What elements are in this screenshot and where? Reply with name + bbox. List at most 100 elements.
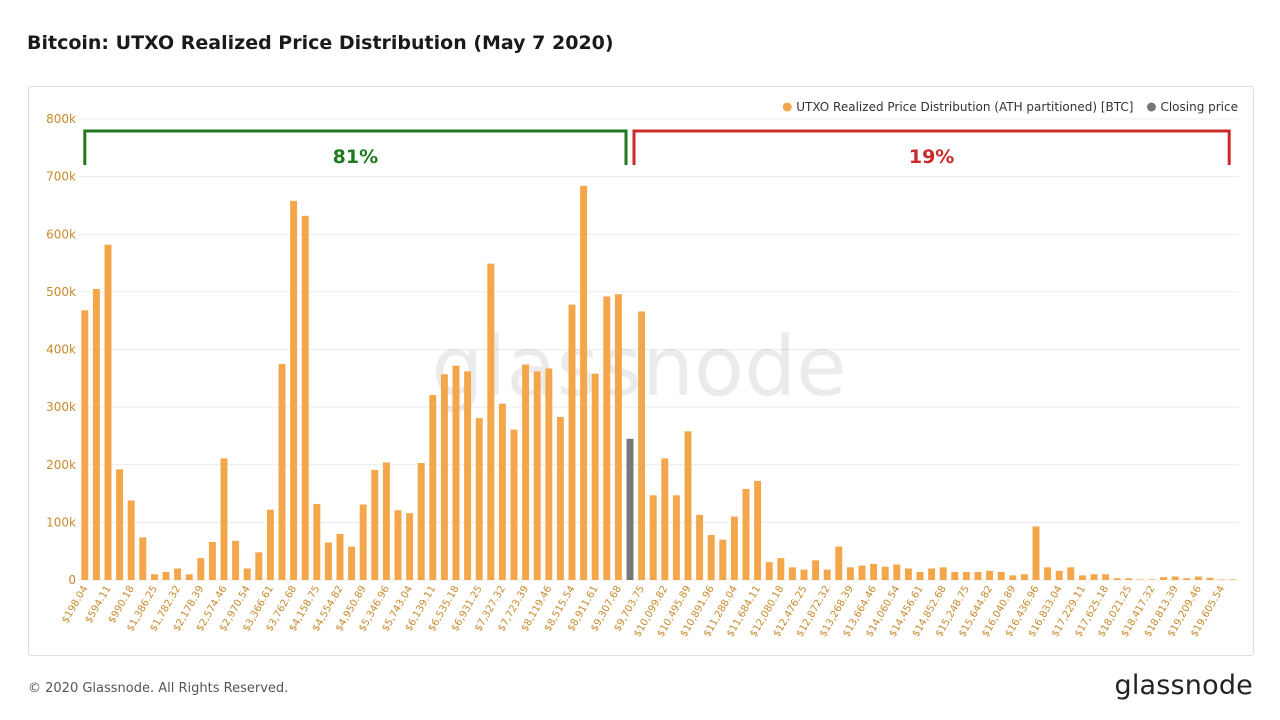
distribution-bar[interactable] bbox=[858, 565, 866, 580]
distribution-bar[interactable] bbox=[243, 568, 251, 580]
distribution-bar[interactable] bbox=[487, 263, 495, 580]
distribution-bar[interactable] bbox=[1136, 579, 1144, 580]
distribution-bar[interactable] bbox=[672, 495, 680, 580]
distribution-bar[interactable] bbox=[846, 567, 854, 580]
distribution-bar[interactable] bbox=[1125, 578, 1133, 580]
distribution-bar[interactable] bbox=[614, 294, 622, 580]
distribution-bar[interactable] bbox=[742, 488, 750, 580]
distribution-bar[interactable] bbox=[951, 571, 959, 580]
distribution-bar[interactable] bbox=[313, 503, 321, 580]
distribution-bar[interactable] bbox=[1229, 579, 1237, 580]
distribution-bar[interactable] bbox=[928, 568, 936, 580]
distribution-bar[interactable] bbox=[638, 311, 646, 580]
distribution-bar[interactable] bbox=[522, 364, 530, 580]
distribution-bar[interactable] bbox=[220, 458, 228, 580]
distribution-bar[interactable] bbox=[823, 569, 831, 580]
distribution-bar[interactable] bbox=[696, 514, 704, 580]
distribution-bar[interactable] bbox=[104, 244, 112, 580]
distribution-bar[interactable] bbox=[1067, 567, 1075, 580]
distribution-bar[interactable] bbox=[1206, 577, 1214, 580]
distribution-bar[interactable] bbox=[464, 371, 472, 580]
distribution-bar[interactable] bbox=[997, 571, 1005, 580]
distribution-bar[interactable] bbox=[904, 568, 912, 580]
distribution-bar[interactable] bbox=[684, 431, 692, 580]
distribution-bar[interactable] bbox=[197, 558, 205, 580]
distribution-bar[interactable] bbox=[603, 296, 611, 580]
distribution-bar[interactable] bbox=[208, 541, 216, 580]
distribution-bar[interactable] bbox=[916, 571, 924, 580]
distribution-bar[interactable] bbox=[301, 215, 309, 580]
distribution-bar[interactable] bbox=[336, 533, 344, 580]
distribution-bar[interactable] bbox=[1009, 575, 1017, 580]
distribution-bar[interactable] bbox=[278, 363, 286, 580]
distribution-bar[interactable] bbox=[174, 568, 182, 580]
distribution-bar[interactable] bbox=[1148, 579, 1156, 580]
distribution-bar[interactable] bbox=[324, 542, 332, 580]
distribution-bar[interactable] bbox=[545, 368, 553, 580]
distribution-bar[interactable] bbox=[649, 495, 657, 580]
glassnode-logo[interactable]: glassnode bbox=[1114, 670, 1253, 701]
distribution-bar[interactable] bbox=[1078, 575, 1086, 580]
distribution-bar[interactable] bbox=[1055, 570, 1063, 580]
distribution-bar[interactable] bbox=[417, 463, 425, 580]
distribution-bar[interactable] bbox=[580, 185, 588, 580]
distribution-bar[interactable] bbox=[765, 562, 773, 580]
distribution-bar[interactable] bbox=[1032, 526, 1040, 580]
distribution-bar[interactable] bbox=[139, 537, 147, 580]
distribution-bar[interactable] bbox=[116, 469, 124, 580]
distribution-bar[interactable] bbox=[754, 480, 762, 580]
distribution-bar[interactable] bbox=[974, 571, 982, 580]
distribution-bar[interactable] bbox=[1113, 578, 1121, 580]
distribution-bar[interactable] bbox=[498, 403, 506, 580]
distribution-bar[interactable] bbox=[382, 462, 390, 580]
distribution-bar[interactable] bbox=[475, 418, 483, 580]
distribution-bar[interactable] bbox=[150, 574, 158, 580]
distribution-bar[interactable] bbox=[394, 510, 402, 580]
distribution-bar[interactable] bbox=[1194, 576, 1202, 580]
distribution-bar[interactable] bbox=[266, 509, 274, 580]
distribution-bar[interactable] bbox=[1160, 577, 1168, 580]
distribution-bar[interactable] bbox=[452, 365, 460, 580]
distribution-bar[interactable] bbox=[893, 564, 901, 580]
distribution-bar[interactable] bbox=[162, 571, 170, 580]
distribution-bar[interactable] bbox=[440, 374, 448, 580]
distribution-bar[interactable] bbox=[870, 563, 878, 580]
legend-label-closing-price[interactable]: Closing price bbox=[1160, 100, 1238, 114]
distribution-bar[interactable] bbox=[348, 546, 356, 580]
distribution-bar[interactable] bbox=[1183, 578, 1191, 580]
distribution-bar[interactable] bbox=[185, 574, 193, 580]
distribution-bar[interactable] bbox=[127, 500, 135, 580]
distribution-bar[interactable] bbox=[290, 200, 298, 580]
distribution-bar[interactable] bbox=[1171, 576, 1179, 580]
distribution-bar[interactable] bbox=[510, 429, 518, 580]
distribution-bar[interactable] bbox=[371, 469, 379, 580]
closing-price-bar[interactable] bbox=[626, 438, 634, 580]
distribution-bar[interactable] bbox=[1020, 574, 1028, 580]
distribution-bar[interactable] bbox=[568, 304, 576, 580]
distribution-bar[interactable] bbox=[1102, 574, 1110, 580]
distribution-bar[interactable] bbox=[232, 540, 240, 580]
distribution-bar[interactable] bbox=[939, 567, 947, 580]
distribution-bar[interactable] bbox=[429, 395, 437, 580]
distribution-bar[interactable] bbox=[1218, 579, 1226, 580]
distribution-bar[interactable] bbox=[92, 288, 100, 580]
distribution-bar[interactable] bbox=[255, 552, 263, 580]
distribution-bar[interactable] bbox=[81, 310, 89, 580]
distribution-bar[interactable] bbox=[1090, 574, 1098, 580]
distribution-bar[interactable] bbox=[707, 535, 715, 580]
distribution-bar[interactable] bbox=[406, 513, 414, 580]
distribution-bar[interactable] bbox=[881, 566, 889, 580]
legend-label-utxo-distribution[interactable]: UTXO Realized Price Distribution (ATH pa… bbox=[796, 100, 1133, 114]
distribution-bar[interactable] bbox=[730, 516, 738, 580]
distribution-bar[interactable] bbox=[591, 373, 599, 580]
distribution-bar[interactable] bbox=[533, 371, 541, 580]
distribution-bar[interactable] bbox=[800, 569, 808, 580]
distribution-bar[interactable] bbox=[359, 504, 367, 580]
distribution-bar[interactable] bbox=[661, 458, 669, 580]
distribution-bar[interactable] bbox=[812, 560, 820, 580]
distribution-bar[interactable] bbox=[962, 571, 970, 580]
distribution-bar[interactable] bbox=[788, 567, 796, 580]
distribution-bar[interactable] bbox=[1044, 567, 1052, 580]
distribution-bar[interactable] bbox=[777, 558, 785, 580]
distribution-bar[interactable] bbox=[556, 416, 564, 580]
